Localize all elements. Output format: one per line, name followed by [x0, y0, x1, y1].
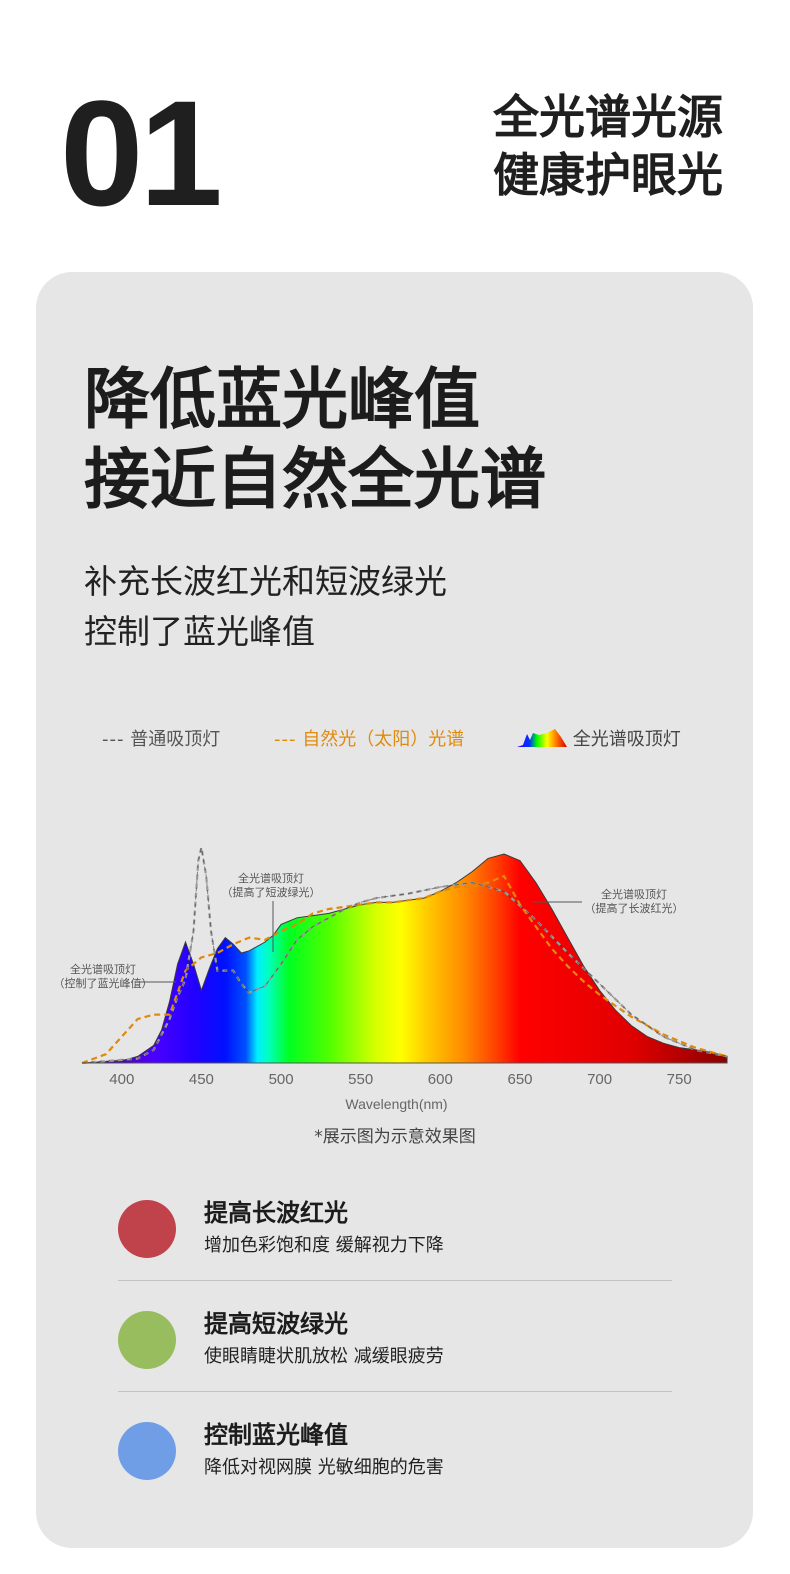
- feature-red-dot: [118, 1200, 176, 1258]
- x-tick-label: 400: [109, 1071, 134, 1088]
- chart-legend: --- 普通吸顶灯 --- 自然光（太阳）光谱 全光谱吸顶灯: [0, 725, 790, 755]
- series-normal-lamp-overlay: [81, 847, 728, 1064]
- spectrum-chart: 400 450 500 550 600 650 700 750 Wavelength(nm) 全光…: [54, 847, 728, 1112]
- feature-blue-title: 控制蓝光峰值: [204, 1421, 348, 1449]
- annotation-blue-line1: 全光谱吸顶灯: [70, 962, 136, 976]
- subtitle-line2: 控制了蓝光峰值: [84, 612, 315, 651]
- x-tick-label: 500: [269, 1071, 294, 1088]
- feature-blue-dot: [118, 1422, 176, 1480]
- annotation-blue-line2: （控制了蓝光峰值）: [54, 976, 153, 990]
- header-title: 全光谱光源 健康护眼光: [493, 88, 723, 204]
- series-sunlight-line: [81, 874, 728, 1065]
- legend-normal-label: 普通吸顶灯: [130, 729, 221, 750]
- x-tick-label: 450: [189, 1071, 214, 1088]
- annotation-green-line1: 全光谱吸顶灯: [238, 871, 304, 885]
- annotation-green-line2: （提高了短波绿光）: [222, 885, 321, 899]
- x-tick-label: 750: [667, 1071, 692, 1088]
- feature-divider: [118, 1280, 672, 1281]
- feature-blue-desc: 降低对视网膜 光敏细胞的危害: [204, 1457, 444, 1478]
- feature-green-desc: 使眼睛睫状肌放松 减缓眼疲劳: [204, 1346, 444, 1367]
- headline-line1: 降低蓝光峰值: [84, 361, 480, 438]
- feature-green-title: 提高短波绿光: [204, 1310, 348, 1338]
- feature-red-title: 提高长波红光: [204, 1199, 348, 1227]
- annotation-red-line1: 全光谱吸顶灯: [601, 887, 667, 901]
- x-tick-label: 550: [348, 1071, 373, 1088]
- legend-spectrum-icon: [517, 729, 567, 747]
- feature-green: 提高短波绿光 使眼睛睫状肌放松 减缓眼疲劳: [118, 1294, 672, 1404]
- x-axis-title: Wavelength(nm): [345, 1096, 447, 1112]
- header-title-line2: 健康护眼光: [493, 148, 723, 202]
- header-title-line1: 全光谱光源: [493, 90, 723, 144]
- illustration-note: *展示图为示意效果图: [314, 1127, 476, 1147]
- x-tick-label: 600: [428, 1071, 453, 1088]
- legend-sun-label: 自然光（太阳）光谱: [302, 729, 465, 750]
- x-tick-label: 650: [507, 1071, 532, 1088]
- legend-sun: --- 自然光（太阳）光谱: [274, 725, 464, 755]
- legend-full-label: 全光谱吸顶灯: [572, 729, 681, 750]
- feature-green-dot: [118, 1311, 176, 1369]
- legend-normal-dash: ---: [102, 729, 125, 750]
- legend-normal: --- 普通吸顶灯: [102, 725, 220, 755]
- feature-blue: 控制蓝光峰值 降低对视网膜 光敏细胞的危害: [118, 1405, 672, 1515]
- feature-red: 提高长波红光 增加色彩饱和度 缓解视力下降: [118, 1183, 672, 1293]
- series-full-spectrum-area: [81, 853, 728, 1064]
- legend-full: 全光谱吸顶灯: [517, 725, 681, 755]
- x-tick-label: 700: [587, 1071, 612, 1088]
- annotation-red-line2: （提高了长波红光）: [585, 901, 684, 915]
- legend-sun-dash: ---: [274, 729, 297, 750]
- feature-divider: [118, 1391, 672, 1392]
- section-number: 01: [60, 69, 223, 237]
- headline-line2: 接近自然全光谱: [84, 441, 546, 518]
- feature-red-desc: 增加色彩饱和度 缓解视力下降: [204, 1235, 444, 1256]
- subtitle-line1: 补充长波红光和短波绿光: [84, 562, 447, 601]
